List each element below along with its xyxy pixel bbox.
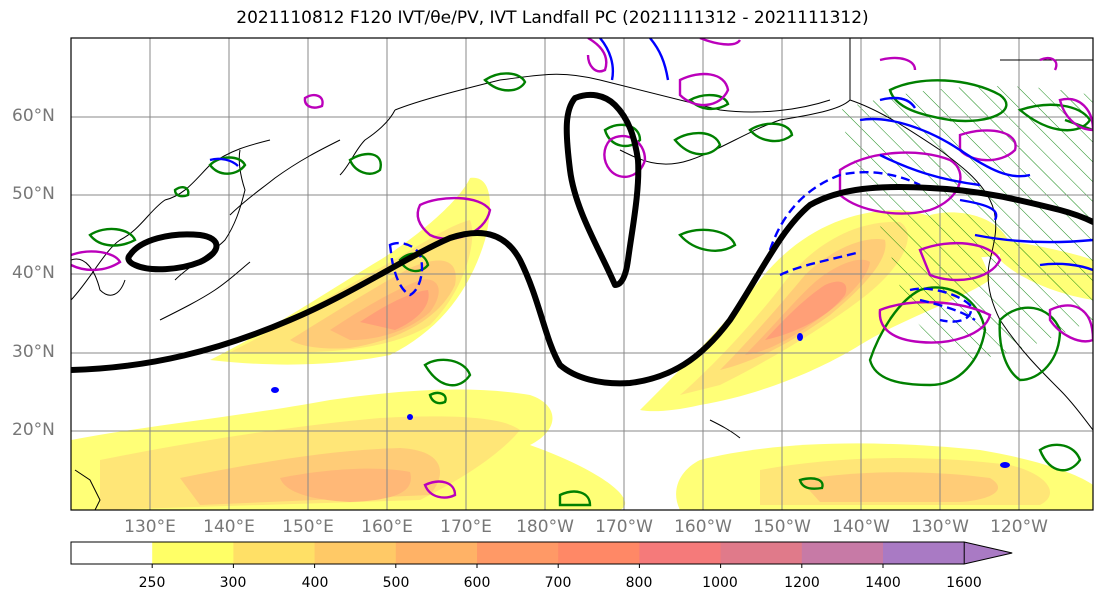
map-plot-area	[71, 38, 1093, 510]
pv-blobs	[271, 333, 1010, 468]
lat-label-50: 50°N	[12, 184, 55, 204]
lon-label-170e: 170°E	[440, 517, 492, 537]
colorbar-tick: 1200	[784, 575, 820, 591]
lon-label-140e: 140°E	[203, 517, 255, 537]
theta-e-contours	[88, 72, 1093, 507]
lat-label-60: 60°N	[12, 106, 55, 126]
pv-dashed-contours	[388, 170, 976, 323]
map-gridlines	[71, 38, 1093, 510]
coastlines	[71, 38, 1093, 510]
colorbar-segment	[314, 542, 397, 564]
colorbar-segment	[883, 542, 965, 564]
lon-label-160e: 160°E	[361, 517, 413, 537]
colorbar-segment	[801, 542, 884, 564]
colorbar-segment	[233, 542, 316, 564]
colorbar-tick: 1600	[946, 575, 982, 591]
colorbar-segment	[558, 542, 640, 564]
colorbar-tick: 250	[138, 575, 166, 591]
lat-label-20: 20°N	[12, 420, 55, 440]
lon-label-130w: 130°W	[911, 517, 969, 537]
colorbar-segment	[152, 542, 234, 564]
lon-label-150e: 150°E	[282, 517, 334, 537]
colorbar-segment	[477, 542, 559, 564]
map-frame	[70, 37, 1094, 511]
colorbar-tick: 700	[544, 575, 572, 591]
map-title: 2021110812 F120 IVT/θe/PV, IVT Landfall …	[236, 8, 869, 28]
colorbar-segment	[395, 542, 478, 564]
colorbar-tick: 400	[301, 575, 329, 591]
colorbar-extend-arrow	[963, 541, 1013, 565]
lat-label-40: 40°N	[12, 263, 55, 283]
colorbar-tick: 800	[625, 575, 653, 591]
colorbar-tick: 1400	[865, 575, 901, 591]
colorbar-segment	[639, 542, 722, 564]
lon-label-120w: 120°W	[990, 517, 1048, 537]
lon-label-170w: 170°W	[595, 517, 653, 537]
lon-label-130e: 130°E	[124, 517, 176, 537]
colorbar	[70, 541, 1013, 568]
hatched-region	[840, 86, 1093, 360]
lon-label-180w: 180°W	[516, 517, 574, 537]
colorbar-tick: 500	[382, 575, 410, 591]
lon-label-160w: 160°W	[674, 517, 732, 537]
lon-label-150w: 150°W	[753, 517, 811, 537]
colorbar-frame	[70, 541, 965, 565]
landfall-pc-contour	[71, 91, 1093, 387]
colorbar-segment	[720, 542, 803, 564]
ivt-band-south	[71, 212, 1093, 510]
colorbar-tick: 300	[219, 575, 247, 591]
colorbar-tick: 1000	[702, 575, 738, 591]
colorbar-tick: 600	[463, 575, 491, 591]
lat-label-30: 30°N	[12, 342, 55, 362]
colorbar-segment	[71, 542, 153, 564]
pv-contours	[209, 38, 1093, 272]
lon-label-140w: 140°W	[832, 517, 890, 537]
